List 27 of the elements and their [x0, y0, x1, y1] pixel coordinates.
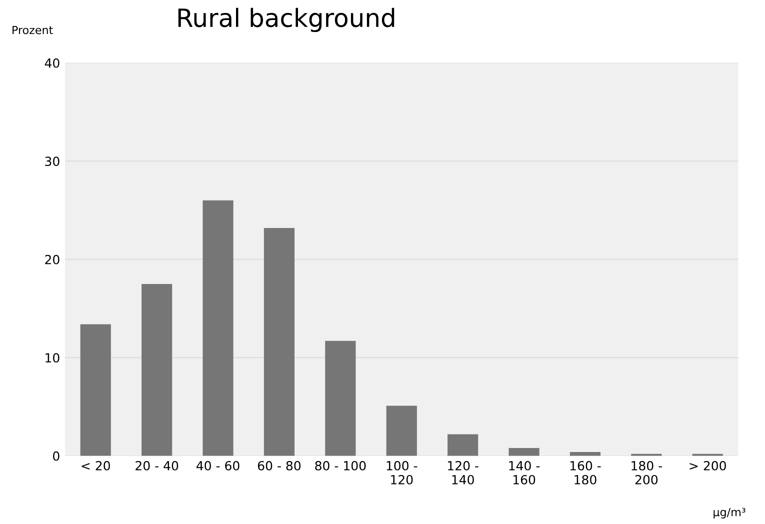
- x-tick-label: 160 - 180: [570, 460, 601, 484]
- x-tick-label: 60 - 80: [258, 460, 301, 470]
- bar: [386, 406, 417, 456]
- chart-title: Rural background: [178, 8, 394, 32]
- x-tick-label: 140 - 160: [509, 460, 540, 484]
- bar: [142, 284, 172, 456]
- x-tick-label: 80 - 100: [315, 460, 366, 470]
- y-tick-label: 40: [44, 58, 60, 68]
- y-axis-title: Prozent: [12, 26, 53, 34]
- bar: [325, 340, 356, 456]
- x-tick-label: 40 - 60: [196, 460, 240, 470]
- y-tick-label: 30: [45, 156, 60, 166]
- y-tick-label: 20: [45, 254, 60, 264]
- bar: [202, 200, 234, 456]
- x-tick-label: < 20: [82, 460, 110, 470]
- y-tick-label: 10: [46, 353, 60, 363]
- bar: [448, 434, 478, 456]
- x-tick-label: 180 - 200: [632, 460, 662, 484]
- bar: [80, 324, 111, 456]
- x-tick-label: 120 - 140: [448, 460, 478, 484]
- y-tick-label: 0: [53, 451, 60, 461]
- x-tick-label: > 200: [690, 460, 726, 470]
- x-axis-title: µg/m³: [714, 508, 746, 518]
- x-tick-label: 100 - 120: [386, 460, 418, 484]
- bar: [264, 228, 295, 456]
- bar: [508, 448, 540, 456]
- x-tick-label: 20 - 40: [136, 460, 178, 470]
